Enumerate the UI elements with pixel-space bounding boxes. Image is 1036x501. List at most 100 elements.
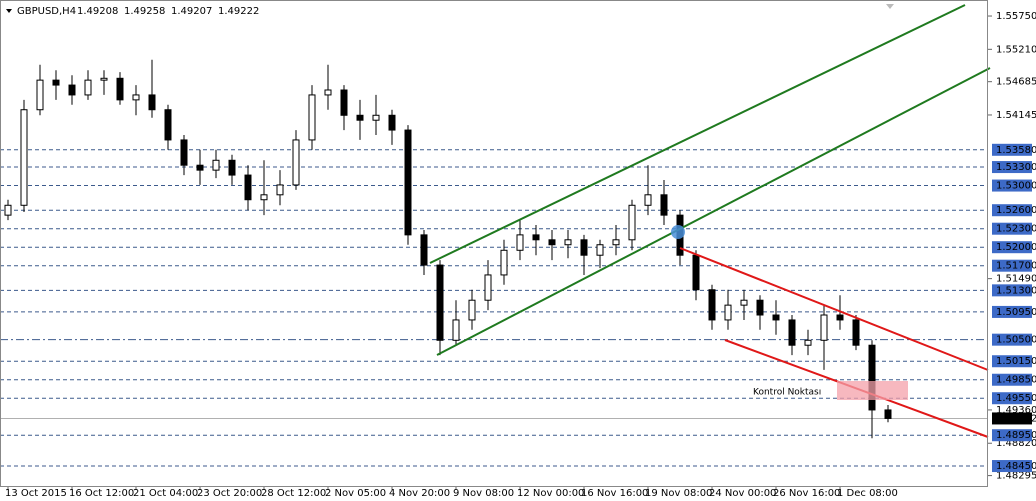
x-tick-label: 12 Nov 00:00	[517, 488, 584, 499]
candle-body	[228, 159, 236, 176]
candle-body	[756, 299, 764, 316]
control-zone	[837, 381, 908, 400]
candle-body	[292, 139, 300, 186]
level-label-box	[992, 179, 1032, 192]
y-tick-label: 1.51490	[996, 274, 1036, 285]
level-label-box	[992, 392, 1032, 405]
level-label: 1.52000	[996, 242, 1036, 253]
level-label-box	[992, 333, 1032, 346]
candle-body	[500, 249, 508, 276]
quote-value: 1.49222	[218, 6, 259, 17]
y-tick-label: 1.55210	[996, 44, 1036, 55]
level-label-box	[992, 373, 1032, 386]
symbol: GBPUSD,H4	[17, 6, 76, 17]
candle-body	[612, 239, 620, 246]
candle-body	[132, 94, 140, 101]
candle-body	[212, 159, 220, 171]
level-label: 1.53580	[996, 145, 1036, 156]
candle-body	[548, 239, 556, 246]
level-label-box	[992, 305, 1032, 318]
candle-body	[884, 409, 892, 419]
candle-body	[388, 114, 396, 131]
green-channel-upper	[429, 4, 966, 264]
x-tick-label: 16 Oct 12:00	[69, 488, 134, 499]
candle-body	[84, 79, 92, 96]
level-label-box	[992, 204, 1032, 217]
breakout-marker	[671, 225, 685, 239]
level-label: 1.49850	[996, 375, 1036, 386]
candle-body	[148, 94, 156, 111]
green-channel-lower	[436, 67, 991, 356]
candle-body	[164, 109, 172, 141]
plot-frame	[0, 0, 988, 487]
level-label: 1.49550	[996, 393, 1036, 404]
levels	[0, 149, 988, 467]
candle-body	[180, 139, 188, 166]
y-tick-label: 1.54685	[996, 77, 1036, 88]
candle-body	[356, 114, 364, 121]
candle-body	[692, 254, 700, 291]
candle-body	[404, 129, 412, 236]
level-label: 1.50500	[996, 335, 1036, 346]
level-label-box	[992, 161, 1032, 174]
x-tick-label: 13 Oct 2015	[5, 488, 67, 499]
y-tick-label: 1.48820	[996, 438, 1036, 449]
level-label: 1.51700	[996, 261, 1036, 272]
menu-arrow[interactable]	[6, 9, 12, 13]
candle-body	[708, 289, 716, 321]
candle-body	[628, 204, 636, 241]
current-price-label: 1.49222	[996, 413, 1036, 424]
x-tick-label: 16 Nov 16:00	[581, 488, 648, 499]
candle-body	[724, 304, 732, 321]
level-label: 1.50950	[996, 307, 1036, 318]
candle-body	[516, 234, 524, 251]
x-tick-label: 21 Oct 04:00	[133, 488, 198, 499]
candle-body	[244, 174, 252, 201]
level-label-box	[992, 222, 1032, 235]
candle-body	[52, 79, 60, 86]
candle-body	[644, 194, 652, 206]
candle-body	[4, 204, 12, 216]
quote-value: 1.49258	[124, 6, 165, 17]
candle-body	[420, 234, 428, 266]
y-tick-label: 1.55750	[996, 11, 1036, 22]
candle-body	[772, 314, 780, 321]
y-tick-label: 1.48295	[996, 471, 1036, 482]
level-label-box	[992, 284, 1032, 297]
candle-body	[804, 339, 812, 346]
x-tick-label: 1 Dec 08:00	[837, 488, 898, 499]
level-label: 1.53000	[996, 181, 1036, 192]
x-tick-label: 19 Nov 08:00	[645, 488, 712, 499]
quote-value: 1.49208	[77, 6, 118, 17]
candle-body	[740, 299, 748, 306]
level-label: 1.51300	[996, 285, 1036, 296]
y-tick-label: 1.54145	[996, 110, 1036, 121]
level-label: 1.50150	[996, 356, 1036, 367]
level-label-box	[992, 355, 1032, 368]
candle-body	[868, 344, 876, 411]
candle-body	[68, 84, 76, 96]
red-channel-upper	[679, 247, 989, 371]
level-label-box	[992, 259, 1032, 272]
candle-body	[468, 299, 476, 321]
candle-body	[20, 109, 28, 206]
level-label: 1.52300	[996, 224, 1036, 235]
x-tick-label: 26 Nov 16:00	[773, 488, 840, 499]
candle-body	[340, 89, 348, 116]
candle-body	[580, 239, 588, 256]
candle-body	[260, 194, 268, 201]
candle-body	[564, 239, 572, 246]
x-tick-label: 23 Oct 20:00	[197, 488, 262, 499]
quote-value: 1.49207	[171, 6, 212, 17]
level-label: 1.48450	[996, 461, 1036, 472]
candle-body	[372, 114, 380, 121]
candle-body	[820, 314, 828, 341]
level-label-box	[992, 241, 1032, 254]
shift-marker	[886, 4, 894, 9]
candle-body	[660, 194, 668, 216]
candles	[4, 59, 892, 439]
annotation: Kontrol Noktası	[753, 388, 821, 398]
candle-body	[452, 319, 460, 341]
candle-body	[308, 94, 316, 141]
